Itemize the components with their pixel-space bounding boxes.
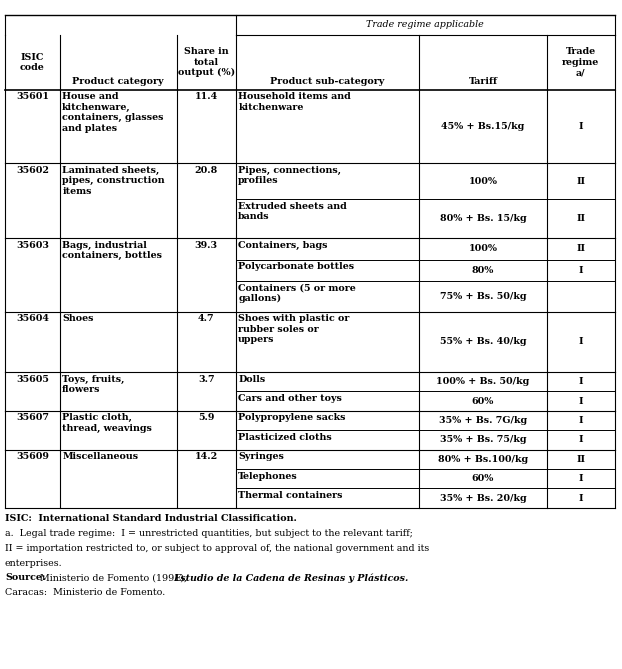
Text: Share in
total
output (%): Share in total output (%) xyxy=(178,47,234,77)
Text: Source:: Source: xyxy=(5,573,45,582)
Text: Ministerio de Fomento (1991),: Ministerio de Fomento (1991), xyxy=(37,573,190,582)
Text: 60%: 60% xyxy=(472,474,494,483)
Text: Containers, bags: Containers, bags xyxy=(238,241,328,250)
Text: Estudio de la Cadena de Resinas y Plásticos.: Estudio de la Cadena de Resinas y Plásti… xyxy=(173,573,408,583)
Text: 100%: 100% xyxy=(468,244,498,254)
Text: Plasticized cloths: Plasticized cloths xyxy=(238,433,332,442)
Text: 35603: 35603 xyxy=(16,241,49,250)
Text: II: II xyxy=(576,244,585,254)
Text: Plastic cloth,
thread, weavings: Plastic cloth, thread, weavings xyxy=(62,413,152,433)
Text: II: II xyxy=(576,214,585,223)
Text: 80% + Bs. 15/kg: 80% + Bs. 15/kg xyxy=(440,214,526,223)
Text: 35607: 35607 xyxy=(16,413,49,422)
Text: I: I xyxy=(578,337,583,347)
Text: 35604: 35604 xyxy=(16,314,49,323)
Text: 11.4: 11.4 xyxy=(195,92,218,101)
Text: Tariff: Tariff xyxy=(468,77,498,86)
Text: ISIC
code: ISIC code xyxy=(20,53,45,72)
Text: 55% + Bs. 40/kg: 55% + Bs. 40/kg xyxy=(440,337,526,347)
Text: 100%: 100% xyxy=(468,177,498,186)
Text: Containers (5 or more
gallons): Containers (5 or more gallons) xyxy=(238,284,356,303)
Text: II: II xyxy=(576,177,585,186)
Text: I: I xyxy=(578,397,583,405)
Text: Dolls: Dolls xyxy=(238,375,266,383)
Text: 80% + Bs.100/kg: 80% + Bs.100/kg xyxy=(438,455,528,464)
Text: Caracas:  Ministerio de Fomento.: Caracas: Ministerio de Fomento. xyxy=(5,588,165,597)
Text: II = importation restricted to, or subject to approval of, the national governme: II = importation restricted to, or subje… xyxy=(5,544,429,553)
Text: 35% + Bs. 7G/kg: 35% + Bs. 7G/kg xyxy=(439,416,527,425)
Text: 14.2: 14.2 xyxy=(195,452,218,461)
Text: 35605: 35605 xyxy=(16,375,49,383)
Text: Cars and other toys: Cars and other toys xyxy=(238,394,342,403)
Text: Miscellaneous: Miscellaneous xyxy=(62,452,138,461)
Text: Product category: Product category xyxy=(72,77,164,86)
Text: 4.7: 4.7 xyxy=(198,314,215,323)
Text: Telephones: Telephones xyxy=(238,472,298,480)
Text: House and
kitchenware,
containers, glasses
and plates: House and kitchenware, containers, glass… xyxy=(62,92,164,132)
Text: 35% + Bs. 75/kg: 35% + Bs. 75/kg xyxy=(440,436,526,444)
Text: 75% + Bs. 50/kg: 75% + Bs. 50/kg xyxy=(440,292,526,301)
Text: 45% + Bs.15/kg: 45% + Bs.15/kg xyxy=(442,122,524,131)
Text: Shoes: Shoes xyxy=(62,314,94,323)
Text: 35601: 35601 xyxy=(16,92,49,101)
Text: 20.8: 20.8 xyxy=(195,166,218,175)
Text: a.  Legal trade regime:  I = unrestricted quantities, but subject to the relevan: a. Legal trade regime: I = unrestricted … xyxy=(5,529,413,538)
Text: 80%: 80% xyxy=(472,266,494,275)
Text: I: I xyxy=(578,122,583,131)
Text: 39.3: 39.3 xyxy=(195,241,218,250)
Text: I: I xyxy=(578,436,583,444)
Text: Laminated sheets,
pipes, construction
items: Laminated sheets, pipes, construction it… xyxy=(62,166,165,196)
Text: 5.9: 5.9 xyxy=(198,413,215,422)
Text: Shoes with plastic or
rubber soles or
uppers: Shoes with plastic or rubber soles or up… xyxy=(238,314,350,345)
Text: I: I xyxy=(578,474,583,483)
Text: I: I xyxy=(578,377,583,386)
Text: I: I xyxy=(578,266,583,275)
Text: 3.7: 3.7 xyxy=(198,375,215,383)
Text: I: I xyxy=(578,416,583,425)
Text: Polycarbonate bottles: Polycarbonate bottles xyxy=(238,262,355,271)
Text: II: II xyxy=(576,455,585,464)
Text: ISIC:  International Standard Industrial Classification.: ISIC: International Standard Industrial … xyxy=(5,514,297,523)
Text: enterprises.: enterprises. xyxy=(5,559,63,567)
Text: Product sub-category: Product sub-category xyxy=(271,77,384,86)
Text: 35% + Bs. 20/kg: 35% + Bs. 20/kg xyxy=(440,494,526,502)
Text: Polypropylene sacks: Polypropylene sacks xyxy=(238,413,346,422)
Text: I: I xyxy=(578,494,583,502)
Text: 100% + Bs. 50/kg: 100% + Bs. 50/kg xyxy=(437,377,529,386)
Text: Syringes: Syringes xyxy=(238,452,284,461)
Text: Thermal containers: Thermal containers xyxy=(238,491,343,500)
Text: 35609: 35609 xyxy=(16,452,49,461)
Text: Trade regime applicable: Trade regime applicable xyxy=(366,20,484,29)
Text: 60%: 60% xyxy=(472,397,494,405)
Text: Household items and
kitchenware: Household items and kitchenware xyxy=(238,92,351,112)
Text: Bags, industrial
containers, bottles: Bags, industrial containers, bottles xyxy=(62,241,162,260)
Text: Extruded sheets and
bands: Extruded sheets and bands xyxy=(238,202,347,221)
Text: 35602: 35602 xyxy=(16,166,49,175)
Text: Pipes, connections,
profiles: Pipes, connections, profiles xyxy=(238,166,341,185)
Text: Toys, fruits,
flowers: Toys, fruits, flowers xyxy=(62,375,124,394)
Text: Trade
regime
a/: Trade regime a/ xyxy=(562,47,599,77)
